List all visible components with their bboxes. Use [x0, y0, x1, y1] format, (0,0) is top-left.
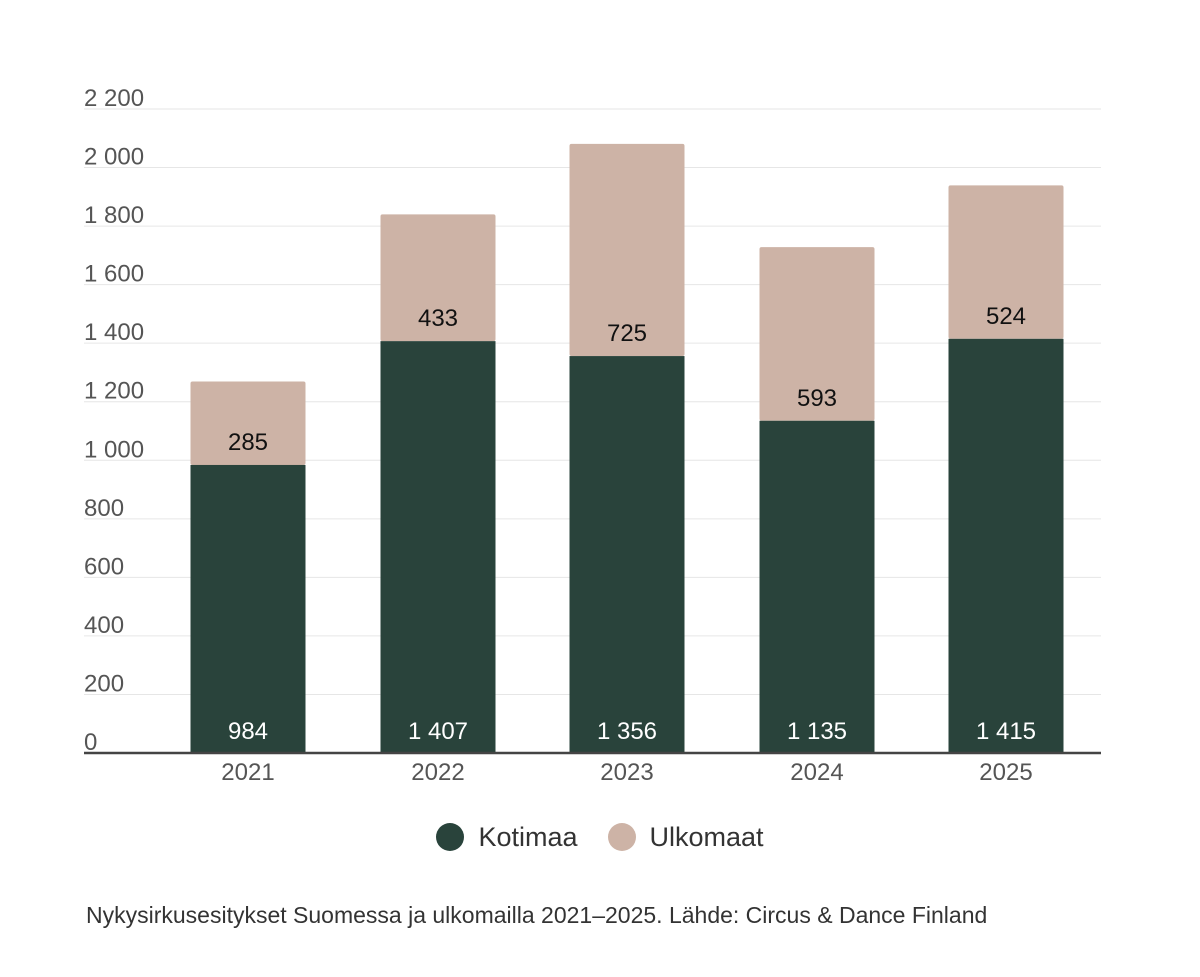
bar-ulkomaat-2024: [759, 247, 875, 421]
y-tick-label-600: 600: [84, 553, 124, 580]
legend: Kotimaa Ulkomaat: [0, 812, 1200, 862]
bar-kotimaa-2022: [380, 341, 496, 753]
y-tick-label-1800: 1 800: [84, 202, 144, 229]
bar-kotimaa-2023: [569, 356, 685, 753]
legend-swatch-ulkomaat: [607, 823, 636, 851]
bar-ulkomaat-2023: [569, 143, 685, 357]
x-tick-label-2025: 2025: [979, 759, 1032, 786]
data-label-kotimaa-2025: 1 415: [976, 718, 1036, 745]
legend-swatch-kotimaa: [436, 823, 465, 851]
data-label-ulkomaat-2021: 285: [228, 429, 268, 456]
x-tick-label-2024: 2024: [790, 759, 843, 786]
y-tick-label-400: 400: [84, 612, 124, 639]
y-tick-label-800: 800: [84, 495, 124, 522]
y-tick-label-2000: 2 000: [84, 144, 144, 171]
data-label-ulkomaat-2024: 593: [797, 385, 837, 412]
x-tick-label-2023: 2023: [600, 759, 653, 786]
data-label-kotimaa-2024: 1 135: [787, 718, 847, 745]
data-label-kotimaa-2023: 1 356: [597, 718, 657, 745]
data-label-ulkomaat-2025: 524: [986, 303, 1026, 330]
legend-label-ulkomaat: Ulkomaat: [649, 821, 764, 852]
bar-ulkomaat-2022: [380, 214, 496, 342]
y-tick-label-1400: 1 400: [84, 319, 144, 346]
data-label-kotimaa-2022: 1 407: [408, 718, 468, 745]
data-label-ulkomaat-2023: 725: [607, 320, 647, 347]
data-label-kotimaa-2021: 984: [228, 718, 268, 745]
bar-ulkomaat-2021: [190, 381, 306, 465]
y-tick-label-1600: 1 600: [84, 261, 144, 288]
y-tick-label-1000: 1 000: [84, 436, 144, 463]
legend-item-ulkomaat: Ulkomaat: [607, 821, 764, 853]
y-tick-label-200: 200: [84, 670, 124, 697]
y-tick-label-1200: 1 200: [84, 378, 144, 405]
chart-caption: Nykysirkusesitykset Suomessa ja ulkomail…: [86, 902, 988, 928]
x-tick-label-2022: 2022: [411, 759, 464, 786]
x-tick-label-2021: 2021: [221, 759, 274, 786]
bar-kotimaa-2025: [948, 338, 1064, 753]
y-tick-label-0: 0: [84, 729, 97, 756]
legend-label-kotimaa: Kotimaa: [478, 821, 578, 852]
bar-kotimaa-2021: [190, 464, 306, 753]
data-label-ulkomaat-2022: 433: [418, 305, 458, 332]
bar-kotimaa-2024: [759, 420, 875, 753]
y-tick-label-2200: 2 200: [84, 85, 144, 112]
legend-item-kotimaa: Kotimaa: [436, 821, 578, 853]
bar-ulkomaat-2025: [948, 185, 1064, 339]
